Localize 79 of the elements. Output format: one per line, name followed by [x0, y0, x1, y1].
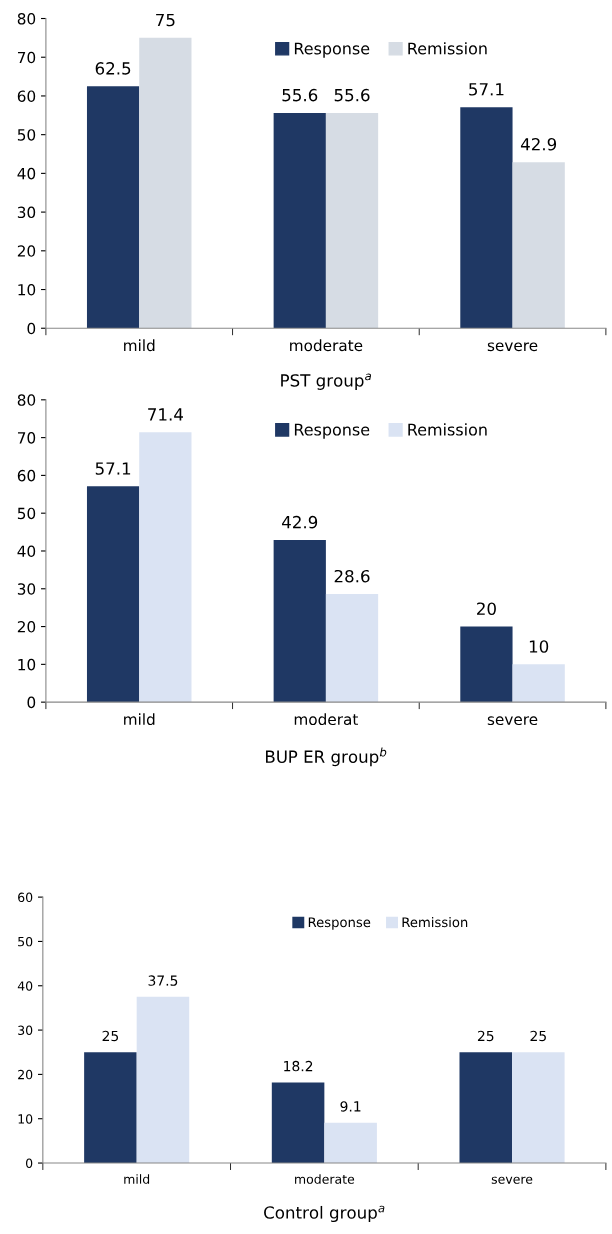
legend-label: Response	[294, 423, 370, 439]
y-tick-label: 50	[18, 936, 33, 947]
y-tick-label: 20	[17, 245, 36, 257]
x-tick-label: mild	[124, 339, 155, 352]
data-label: 18.2	[284, 1060, 313, 1072]
x-tick-label: moderate	[295, 1174, 355, 1184]
y-tick-label: 50	[17, 507, 36, 520]
y-tick-label: 40	[17, 545, 36, 557]
x-tick-label: severe	[491, 1176, 533, 1184]
x-tick-label: mild	[124, 1174, 150, 1184]
bar	[459, 1052, 513, 1164]
data-label: 55.6	[282, 88, 318, 102]
bar	[460, 626, 513, 703]
bar	[86, 486, 140, 703]
bar	[84, 1052, 137, 1164]
data-label: 9.1	[340, 1101, 361, 1112]
bar	[325, 594, 379, 703]
x-axis-title: PST group$^{a}$	[281, 373, 371, 390]
bar	[136, 996, 190, 1164]
data-label: 25	[530, 1030, 546, 1042]
data-label: 20	[477, 602, 496, 615]
data-label: 55.6	[334, 88, 370, 102]
bar	[86, 86, 140, 329]
x-axis-title: BUP ER group$^{b}$	[266, 747, 387, 767]
legend-label: Remission	[402, 916, 468, 928]
y-tick-label: 0	[27, 696, 36, 709]
data-label: 75	[156, 13, 175, 27]
data-label: 42.9	[282, 515, 318, 529]
y-tick-label: 60	[18, 892, 33, 903]
y-tick-label: 20	[17, 621, 36, 633]
y-tick-label: 0	[27, 322, 36, 335]
legend-label: Remission	[408, 423, 487, 436]
x-tick-label: severe	[487, 342, 538, 352]
y-tick-label: 30	[17, 583, 36, 595]
y-tick-label: 50	[17, 129, 36, 141]
y-tick-label: 70	[17, 51, 36, 64]
bar	[271, 1082, 325, 1164]
y-tick-label: 70	[17, 432, 36, 444]
y-tick-label: 0	[25, 1158, 33, 1168]
x-tick-label: moderat	[294, 713, 358, 726]
data-label: 25	[102, 1030, 119, 1042]
y-tick-label: 30	[18, 1025, 33, 1036]
y-tick-label: 80	[17, 394, 36, 406]
y-tick-label: 10	[18, 283, 36, 296]
data-label: 25	[477, 1030, 494, 1042]
bar	[512, 162, 565, 329]
y-tick-label: 60	[17, 469, 36, 482]
y-tick-label: 40	[17, 167, 36, 180]
bar	[460, 107, 513, 329]
y-tick-label: 10	[18, 658, 36, 671]
bar	[324, 1122, 377, 1164]
y-tick-label: 20	[18, 1069, 33, 1080]
bar	[512, 664, 565, 703]
y-tick-label: 40	[17, 981, 33, 991]
bar	[273, 112, 326, 329]
x-tick-label: moderate	[290, 339, 363, 352]
x-tick-label: mild	[124, 713, 155, 726]
bar	[139, 432, 192, 703]
bar	[273, 540, 326, 703]
y-tick-label: 30	[17, 206, 36, 219]
legend-label: Response	[308, 917, 371, 930]
y-tick-label: 10	[18, 1114, 33, 1124]
x-axis-title: Control group$^{a}$	[264, 1205, 385, 1223]
data-label: 10	[529, 640, 549, 653]
y-tick-label: 80	[17, 12, 36, 25]
data-label: 62.5	[95, 62, 131, 75]
x-tick-label: severe	[487, 716, 538, 726]
data-label: 71.4	[148, 408, 183, 421]
y-tick-label: 60	[17, 90, 36, 102]
bar	[139, 37, 192, 329]
data-label: 37.5	[148, 975, 178, 986]
data-label: 28.6	[334, 569, 370, 583]
data-label: 57.1	[469, 83, 504, 96]
legend-label: Remission	[408, 42, 487, 55]
data-label: 42.9	[520, 137, 557, 151]
bar	[325, 112, 379, 329]
data-label: 57.1	[95, 462, 131, 475]
bar	[512, 1052, 565, 1164]
legend-label: Response	[294, 42, 370, 58]
